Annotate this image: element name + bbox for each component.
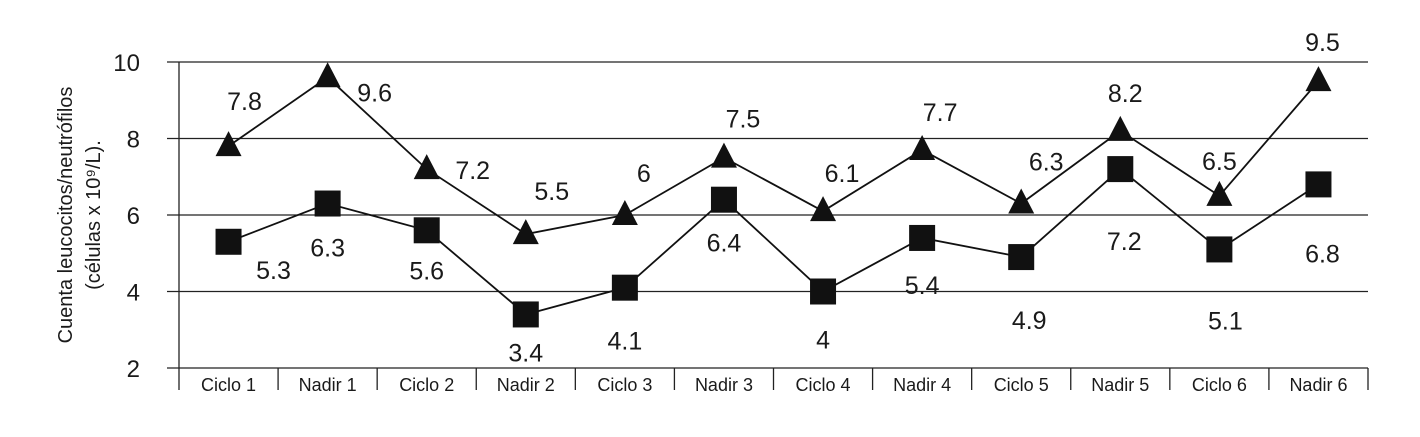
x-tick-label: Ciclo 6 [1192,375,1247,395]
triangle-marker [1206,180,1233,206]
square-marker [1107,156,1134,183]
x-tick-label: Nadir 5 [1091,375,1149,395]
square-marker [314,190,341,217]
triangle-marker [710,142,737,168]
x-tick-label: Nadir 4 [893,375,951,395]
series-square: 5.3 6.3 5.6 3.4 4.1 6.4 4 5.4 4.9 7.2 5.1 6.8 [215,156,1340,367]
series-triangle: 7.8 9.6 7.2 5.5 6 7.5 6.1 7.7 6.3 8.2 6.5 9.5 [215,29,1340,245]
data-label: 7.2 [455,157,490,185]
series-group: 7.8 9.6 7.2 5.5 6 7.5 6.1 7.7 6.3 8.2 6.5 9.5 5.3 6.3… [215,29,1340,367]
triangle-marker [413,154,440,180]
x-tick-label: Nadir 6 [1289,375,1347,395]
data-label: 6.8 [1305,240,1340,268]
data-label: 7.2 [1107,228,1142,256]
triangle-marker [611,200,638,225]
triangle-marker [314,62,341,88]
y-axis-title-line-1: Cuenta leucocitos/neutrófilos [55,87,77,344]
y-tick-label: 4 [127,280,140,307]
data-label: 9.5 [1305,29,1340,57]
square-marker [512,301,539,328]
gridlines [167,61,1368,369]
data-label: 4 [816,327,830,355]
square-marker [611,274,638,301]
x-tick-label: Ciclo 2 [399,375,454,395]
y-axis-title-line-2: (células x 10⁹/L). [83,140,105,290]
data-label: 6.3 [1029,149,1064,177]
triangle-marker [1305,66,1332,92]
triangle-marker [1008,188,1035,214]
data-label: 5.5 [534,178,569,206]
data-label: 4.9 [1012,307,1047,335]
data-label: 5.3 [256,257,291,285]
data-label: 6 [637,160,651,188]
data-label: 5.1 [1208,307,1243,335]
data-label: 5.4 [905,272,940,300]
square-marker [1206,236,1233,263]
y-tick-label: 6 [127,203,140,230]
data-label: 7.7 [923,99,958,127]
data-label: 8.2 [1108,80,1143,108]
x-axis: Ciclo 1 Nadir 1 Ciclo 2 Nadir 2 Ciclo 3 Nadir… [178,62,1369,395]
square-marker [810,278,837,305]
data-label: 4.1 [607,328,642,356]
x-tick-label: Ciclo 4 [796,375,851,395]
x-tick-label: Nadir 1 [299,375,357,395]
y-tick-label: 2 [127,356,140,383]
square-marker [1305,171,1332,198]
square-marker [215,228,242,255]
x-tick-label: Ciclo 3 [597,375,652,395]
x-tick-label: Nadir 2 [497,375,555,395]
triangle-marker [810,196,837,222]
data-label: 6.1 [825,160,860,188]
square-marker [413,217,440,244]
data-label: 7.8 [227,88,262,116]
triangle-marker [512,219,539,245]
data-label: 7.5 [726,106,761,134]
x-tick-label: Nadir 3 [695,375,753,395]
square-marker [909,224,936,251]
triangle-marker [215,131,242,157]
y-axis-ticks: 2 4 6 8 10 [113,50,140,383]
square-marker [1008,244,1035,271]
series-line [228,76,1320,236]
data-label: 5.6 [409,257,444,285]
y-tick-label: 10 [113,50,140,77]
series-line [228,167,1319,316]
data-label: 6.5 [1202,148,1237,176]
data-label: 3.4 [508,339,543,367]
data-label: 6.3 [310,235,345,263]
triangle-marker [1107,115,1134,141]
x-tick-label: Ciclo 1 [201,375,256,395]
triangle-marker [909,134,936,160]
x-tick-label: Ciclo 5 [994,375,1049,395]
square-marker [710,186,737,213]
data-label: 6.4 [707,230,742,258]
data-label: 9.6 [357,79,392,107]
y-tick-label: 8 [127,127,140,154]
